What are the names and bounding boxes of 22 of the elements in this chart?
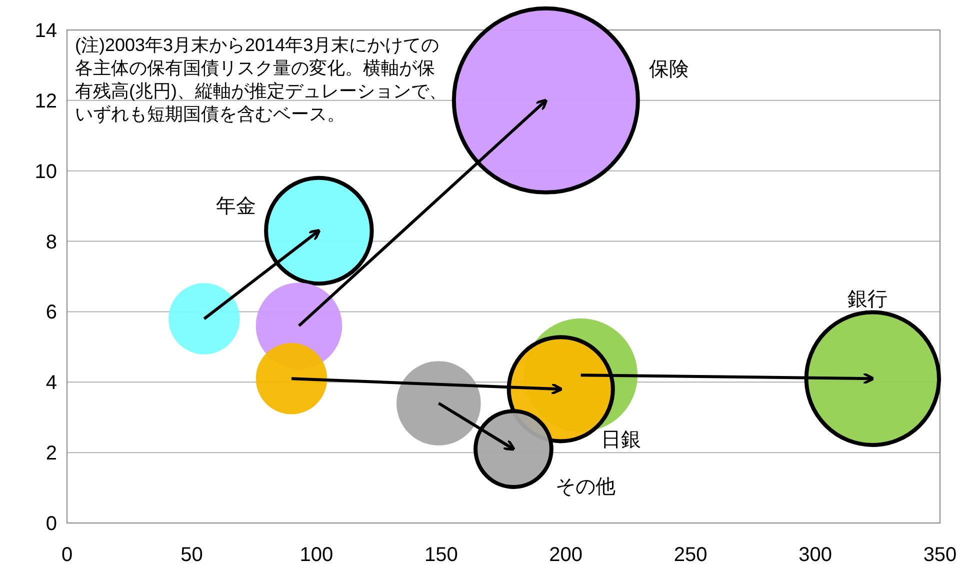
y-tick-label: 0 — [46, 513, 57, 535]
y-tick-label: 2 — [46, 442, 57, 465]
x-tick-label: 0 — [61, 544, 73, 566]
y-tick-label: 4 — [46, 372, 57, 394]
series-label: 銀行 — [848, 288, 888, 311]
y-tick-label: 10 — [34, 160, 57, 183]
x-tick-label: 150 — [424, 544, 458, 566]
series-label: 日銀 — [600, 429, 641, 452]
x-tick-label: 200 — [549, 544, 583, 566]
y-tick-label: 8 — [46, 231, 57, 254]
annotation: (注)2003年3月末から2014年3月末にかけての各主体の保有国債リスク量の変化。横軸が保有残高(兆円)、縦軸が推定デュレーションで、いずれも短期国債を含むベース。 — [75, 34, 447, 126]
y-tick-label: 12 — [34, 90, 57, 112]
x-tick-label: 100 — [300, 544, 334, 566]
y-tick-label: 6 — [46, 302, 57, 324]
y-tick-label: 14 — [34, 20, 57, 42]
x-tick-label: 350 — [923, 544, 957, 566]
series-label: 年金 — [216, 196, 256, 218]
x-tick-label: 300 — [798, 544, 832, 566]
x-tick-label: 50 — [180, 544, 203, 566]
x-tick-label: 250 — [674, 544, 708, 566]
series-label: その他 — [555, 476, 616, 498]
series-label: 保険 — [648, 58, 689, 80]
